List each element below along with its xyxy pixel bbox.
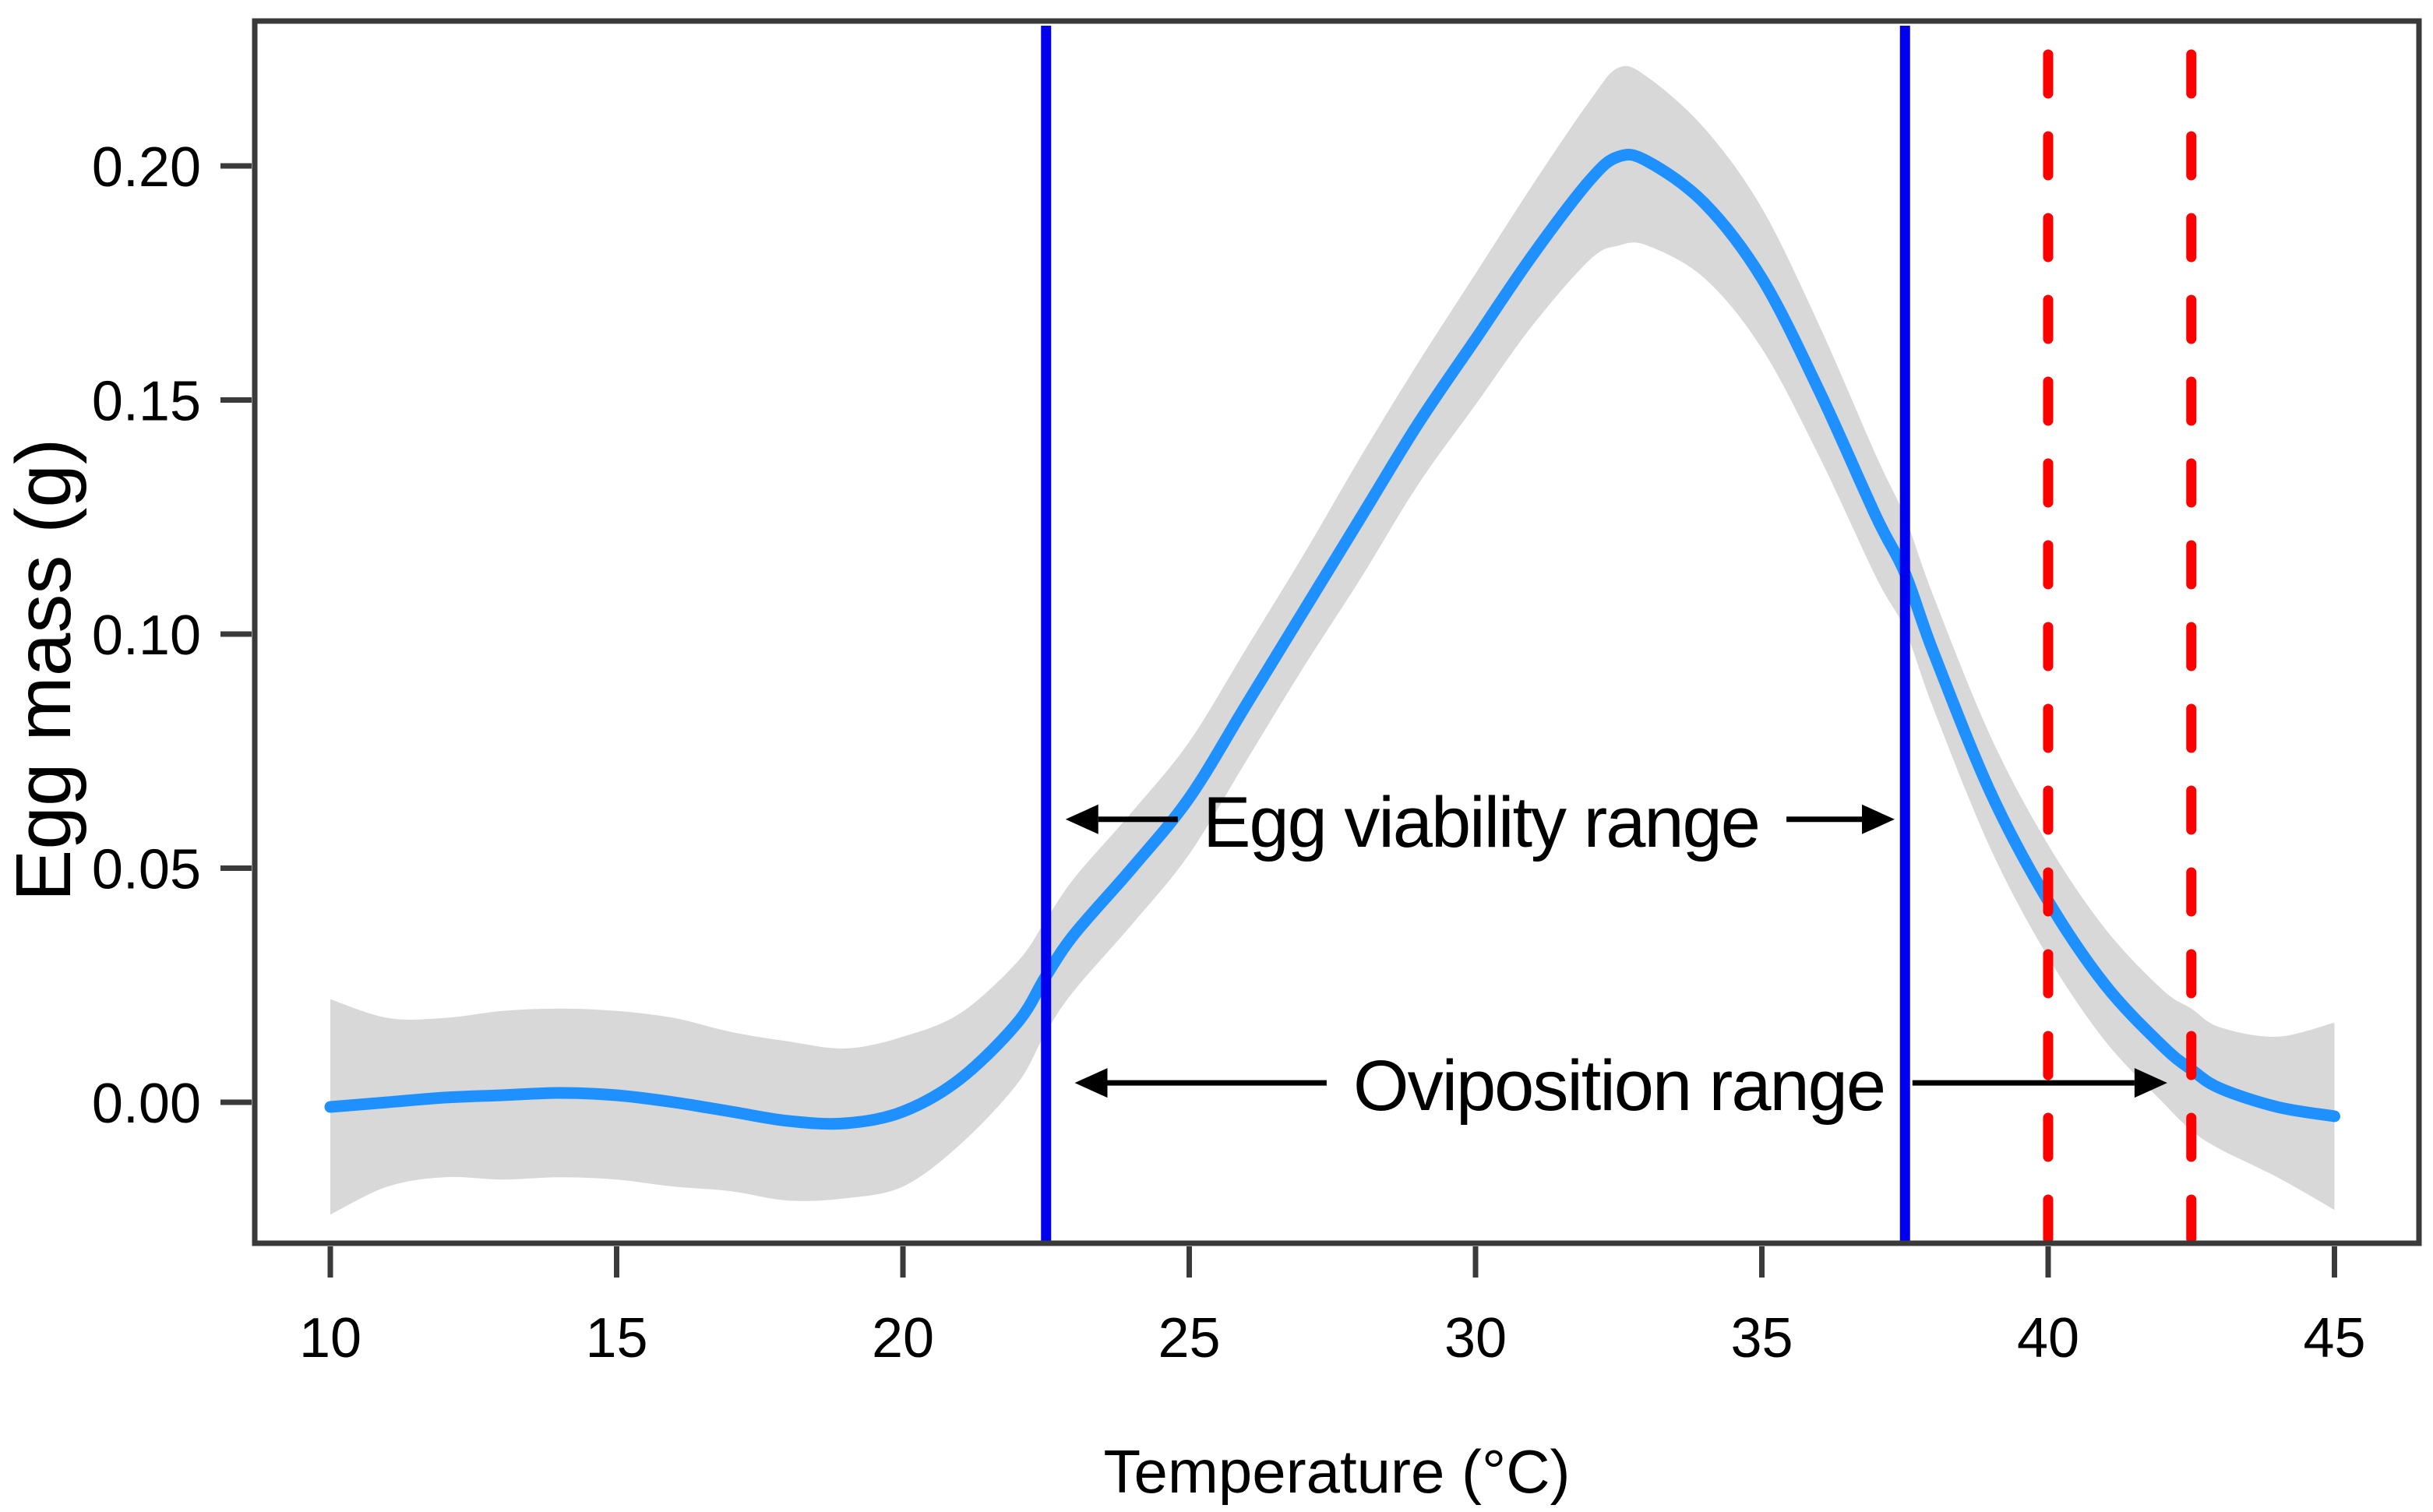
annotation-arrowhead-left (1065, 804, 1098, 834)
x-tick-label: 20 (872, 1307, 934, 1369)
annotations-layer (1065, 804, 2167, 1098)
y-tick-label: 0.05 (92, 839, 201, 901)
x-tick-label: 15 (585, 1307, 647, 1369)
x-tick-label: 45 (2303, 1307, 2365, 1369)
series-layer (324, 149, 2340, 1130)
tick-labels-layer: 10 15 20 25 30 35 40 45 0.00 0.05 0.10 0.15 0.20 (92, 136, 2366, 1369)
x-tick-label: 10 (299, 1307, 361, 1369)
egg-viability-range-label: Egg viability range (1203, 783, 1759, 862)
oviposition-range-label: Oviposition range (1353, 1046, 1885, 1126)
x-tick-label: 30 (1444, 1307, 1507, 1369)
annotation-arrowhead-right (2134, 1068, 2167, 1098)
plot-frame (252, 18, 2422, 1246)
y-tick-label: 0.10 (92, 604, 201, 667)
y-tick-label: 0.20 (92, 136, 201, 199)
reference-lines-layer (1041, 26, 2197, 1246)
axis-ticks-layer (220, 163, 2337, 1278)
x-tick-label: 40 (2017, 1307, 2079, 1369)
y-tick-label: 0.15 (92, 371, 201, 433)
annotation-arrowhead-right (1862, 804, 1895, 834)
x-tick-label: 35 (1730, 1307, 1793, 1369)
y-axis-title: Egg mass (g) (0, 439, 87, 902)
x-axis-title: Temperature (°C) (1103, 1437, 1570, 1506)
egg-mass-smooth-curve (324, 149, 2340, 1130)
plot-frame-layer (252, 18, 2422, 1246)
x-tick-label: 25 (1158, 1307, 1220, 1369)
annotation-arrowhead-left (1074, 1068, 1108, 1098)
y-tick-label: 0.00 (92, 1073, 201, 1135)
